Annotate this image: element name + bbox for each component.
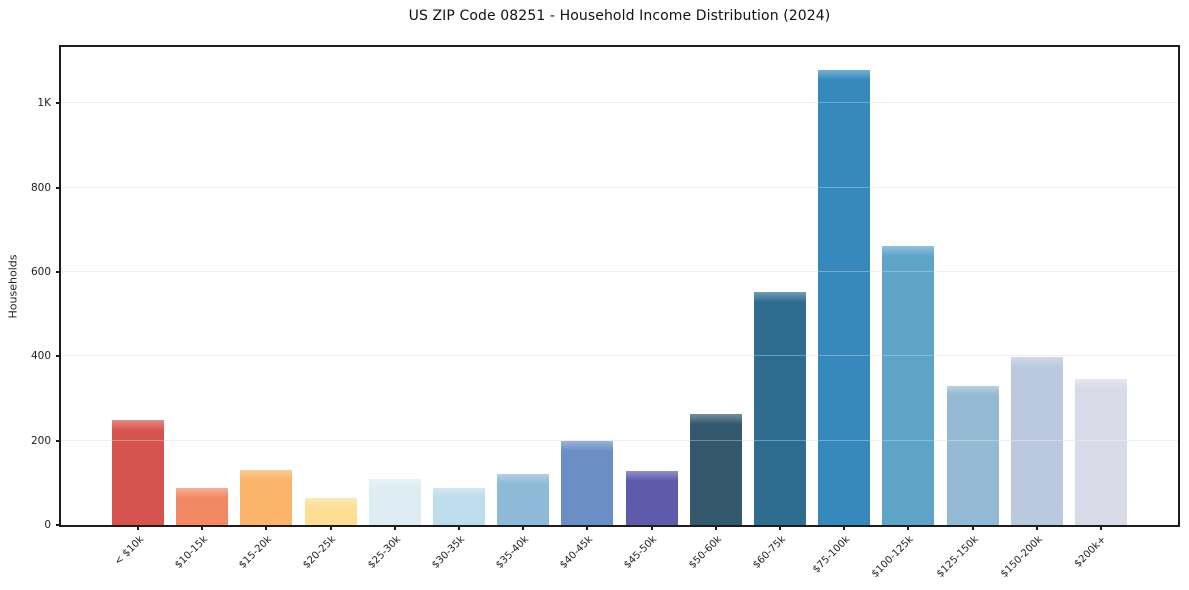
- gridline-overlay: [61, 186, 1178, 188]
- x-tick-label: $15-20k: [237, 534, 275, 571]
- bar-slot: [363, 47, 427, 525]
- bar-100-125k: [882, 245, 935, 525]
- x-tick-mark: [1100, 525, 1103, 530]
- bar-slot: [427, 47, 491, 525]
- chart-title: US ZIP Code 08251 - Household Income Dis…: [408, 8, 831, 24]
- bar-slot: [234, 47, 298, 525]
- bar-10-15k: [176, 487, 229, 525]
- y-tick-mark: [56, 102, 61, 105]
- bar-slot: [170, 47, 234, 525]
- bar-75-100k: [818, 69, 871, 525]
- bar-35-40k: [497, 474, 550, 525]
- x-tick-label: $40-45k: [558, 534, 596, 571]
- x-tick-label: $30-35k: [429, 534, 467, 571]
- y-tick-label: 200: [30, 434, 51, 447]
- bar-slot: [876, 47, 940, 525]
- x-tick-mark: [329, 525, 332, 530]
- bar-45-50k: [625, 471, 678, 525]
- x-tick-mark: [522, 525, 525, 530]
- bar-slot: [812, 47, 876, 525]
- x-tick-label: $200k+: [1073, 534, 1109, 570]
- bar-slot: [491, 47, 555, 525]
- bar-slot: [620, 47, 684, 525]
- gridline: [61, 271, 1178, 273]
- x-tick-label: $100-125k: [870, 534, 917, 580]
- y-axis-label-column: Households: [2, 45, 24, 527]
- bar-slot: [940, 47, 1004, 525]
- gridline: [61, 355, 1178, 357]
- gridline: [61, 186, 1178, 188]
- x-tick-label: $35-40k: [494, 534, 531, 571]
- x-tick-label: $150-200k: [998, 534, 1045, 580]
- bar-60-75k: [753, 292, 806, 525]
- y-tick-mark: [56, 355, 61, 358]
- x-tick-mark: [201, 525, 204, 530]
- bar-15-20k: [240, 470, 293, 525]
- bar-50-60k: [689, 414, 742, 525]
- x-tick-mark: [265, 525, 268, 530]
- bar-25-30k: [368, 478, 421, 525]
- bars-row: [61, 47, 1178, 525]
- gridline: [61, 439, 1178, 441]
- bar-20-25k: [304, 497, 357, 525]
- x-tick-mark: [1035, 525, 1038, 530]
- y-tick-label: 400: [30, 350, 51, 363]
- x-tick-label: $60-75k: [750, 534, 788, 571]
- bar-slot: [1069, 47, 1133, 525]
- x-tick-label: < $10k: [112, 534, 146, 568]
- y-axis-label: Households: [6, 254, 20, 318]
- bar-slot: [299, 47, 363, 525]
- bar-slot: [1005, 47, 1069, 525]
- x-tick-label: $125-150k: [934, 534, 981, 580]
- x-tick-label: $10-15k: [172, 534, 210, 571]
- y-tick-mark: [56, 439, 61, 442]
- bar-slot: [555, 47, 619, 525]
- bar-40-45k: [561, 440, 614, 525]
- y-tick-label: 800: [30, 181, 51, 194]
- x-tick-mark: [586, 525, 589, 530]
- x-tick-mark: [714, 525, 717, 530]
- x-tick-label: $25-30k: [365, 534, 403, 571]
- x-tick-mark: [457, 525, 460, 530]
- gridline-overlay: [61, 102, 1178, 104]
- x-tick-label: $20-25k: [301, 534, 339, 571]
- bar-slot: [748, 47, 812, 525]
- bar-125-150k: [946, 385, 999, 525]
- x-tick-mark: [650, 525, 653, 530]
- bar-slot: [684, 47, 748, 525]
- y-tick-label: 0: [44, 519, 51, 531]
- gridline-overlay: [61, 271, 1178, 273]
- plot-area: 0 200 400 600 800 1K < $10k $10-15k $15-20k $20-2…: [31, 45, 1180, 580]
- y-tick-mark: [56, 524, 61, 526]
- x-tick-mark: [136, 525, 139, 530]
- x-tick-mark: [393, 525, 396, 530]
- gridline-overlay: [61, 355, 1178, 357]
- bar-150-200k: [1010, 357, 1063, 525]
- gridline: [61, 102, 1178, 104]
- x-tick-label: $50-60k: [686, 534, 724, 571]
- bar-slot: [106, 47, 170, 525]
- y-tick-label: 600: [30, 266, 51, 279]
- gridline-overlay: [61, 439, 1178, 441]
- bar-30-35k: [433, 487, 486, 525]
- bar-200k: [1074, 379, 1127, 525]
- x-tick-label: $75-100k: [810, 534, 852, 576]
- y-tick-mark: [56, 186, 61, 189]
- x-tick-label: $45-50k: [622, 534, 660, 571]
- y-tick-label: 1K: [37, 97, 51, 110]
- x-tick-mark: [971, 525, 974, 530]
- y-tick-mark: [56, 271, 61, 274]
- x-tick-mark: [843, 525, 846, 530]
- x-tick-mark: [779, 525, 782, 530]
- bar-10k: [112, 419, 165, 525]
- x-tick-mark: [907, 525, 910, 530]
